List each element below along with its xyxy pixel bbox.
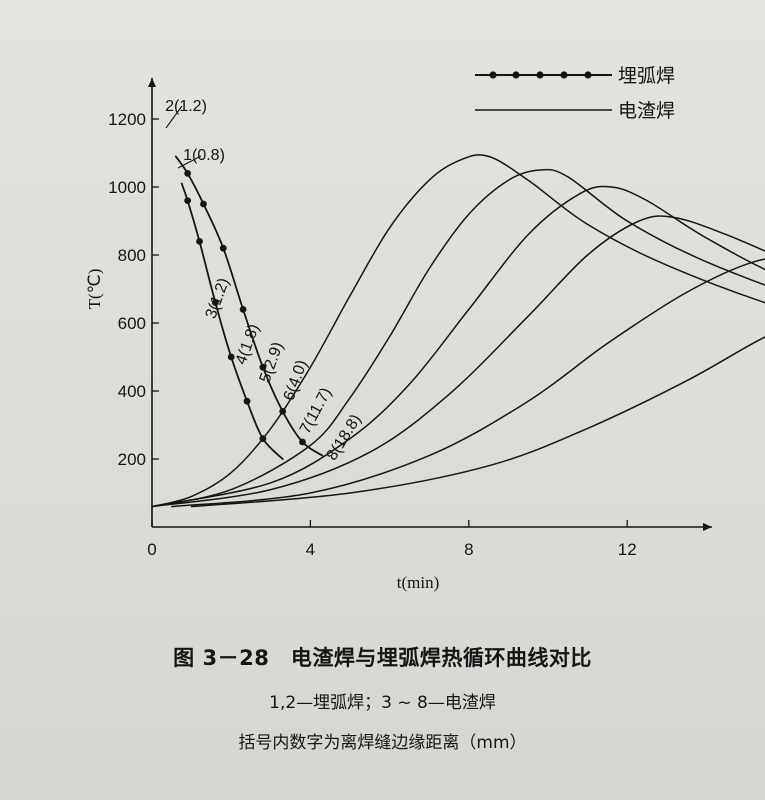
curve-marker	[259, 363, 267, 371]
x-tick-label: 8	[464, 540, 473, 559]
legend-dot	[584, 71, 592, 79]
curve-marker	[219, 244, 227, 252]
curve-4	[151, 168, 765, 508]
curve-marker	[299, 438, 306, 446]
curve-marker	[184, 197, 192, 205]
y-axis-label: T(℃)	[85, 269, 104, 310]
leader-line-2	[165, 105, 183, 129]
x-tick-label: 12	[618, 540, 637, 559]
curve-label-8: 8(18.8)	[324, 412, 365, 464]
curve-marker	[243, 397, 251, 405]
y-tick-label: 200	[118, 450, 146, 469]
curve-label-7: 7(11.7)	[297, 385, 335, 437]
figure-caption-note-2: 括号内数字为离焊缝边缘距离（mm）	[238, 733, 527, 753]
legend-dot	[560, 71, 568, 79]
y-tick-label: 1000	[108, 178, 146, 197]
curve-label-3: 3(1.2)	[203, 276, 233, 321]
x-axis-arrow	[703, 523, 712, 531]
curve-marker	[184, 170, 192, 177]
curve-5	[151, 185, 765, 508]
curve-8	[190, 336, 765, 508]
curves	[151, 154, 765, 508]
leader-line-1	[177, 155, 202, 169]
curve-label-2: 2(1.2)	[165, 98, 207, 115]
figure-caption-note-1: 1,2—埋弧焊；3 ~ 8—电渣焊	[269, 693, 496, 713]
y-tick-label: 600	[118, 314, 146, 333]
legend-dot	[489, 71, 497, 79]
curve-3	[151, 154, 765, 508]
legend-label-esw: 电渣焊	[618, 100, 675, 122]
legend-label-saw: 埋弧焊	[618, 65, 675, 87]
legend-dot	[512, 71, 520, 79]
legend: 埋弧焊 电渣焊	[475, 65, 675, 122]
thermal-cycle-chart: 048121620242820040060080010001200t(min)T…	[85, 65, 765, 592]
axes: 048121620242820040060080010001200t(min)T…	[85, 78, 712, 592]
curve-6	[151, 215, 765, 508]
y-tick-label: 1200	[108, 110, 146, 129]
x-tick-label: 0	[147, 540, 156, 559]
curve-marker	[211, 299, 219, 306]
y-tick-label: 800	[118, 246, 146, 265]
curve-label-4: 4(1.8)	[233, 322, 263, 367]
curve-label-6: 6(4.0)	[281, 358, 311, 403]
y-axis-arrow	[148, 78, 156, 87]
curve-marker	[227, 353, 235, 361]
curve-marker	[239, 306, 247, 313]
curve-labels: 1(0.8)2(1.2)3(1.2)4(1.8)5(2.9)6(4.0)7(11…	[165, 98, 365, 464]
curve-1	[180, 182, 284, 460]
curve-marker	[196, 238, 203, 245]
curve-marker	[200, 200, 207, 208]
curve-7	[171, 258, 765, 508]
figure-caption-title: 图 3－28 电渣焊与埋弧焊热循环曲线对比	[173, 646, 592, 670]
legend-dot	[536, 71, 544, 79]
y-tick-label: 400	[118, 382, 146, 401]
curve-2	[174, 155, 324, 457]
x-tick-label: 4	[306, 540, 315, 559]
x-axis-label: t(min)	[397, 573, 440, 592]
